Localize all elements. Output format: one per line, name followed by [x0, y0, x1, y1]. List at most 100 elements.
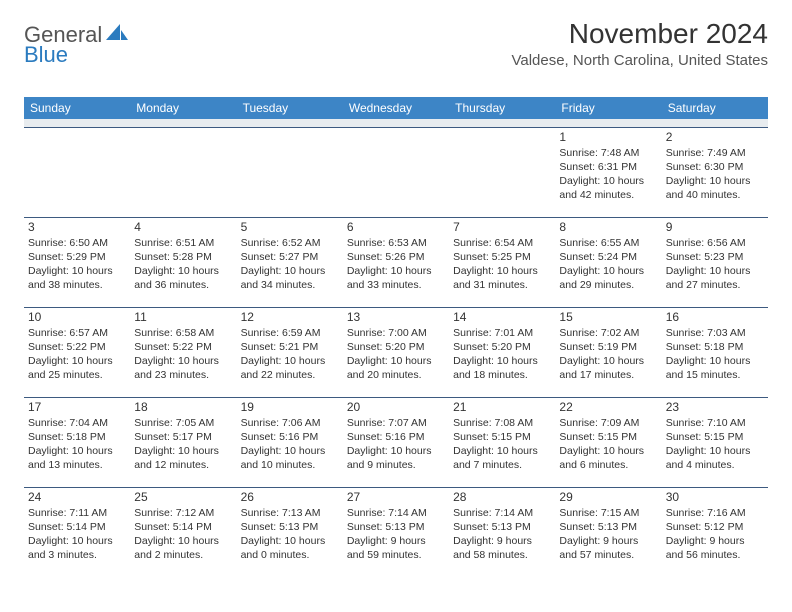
- calendar-day-cell: 9 Sunrise: 6:56 AMSunset: 5:23 PMDaylight…: [662, 217, 768, 307]
- day-info: Sunrise: 6:50 AMSunset: 5:29 PMDaylight:…: [28, 236, 126, 293]
- day-number: 30: [666, 490, 764, 504]
- calendar-day-cell: 16 Sunrise: 7:03 AMSunset: 5:18 PMDayligh…: [662, 307, 768, 397]
- calendar-day-cell: 20 Sunrise: 7:07 AMSunset: 5:16 PMDayligh…: [343, 397, 449, 487]
- calendar-day-cell: 30 Sunrise: 7:16 AMSunset: 5:12 PMDayligh…: [662, 487, 768, 577]
- day-info: Sunrise: 6:57 AMSunset: 5:22 PMDaylight:…: [28, 326, 126, 383]
- day-number: 12: [241, 310, 339, 324]
- day-number: 6: [347, 220, 445, 234]
- day-info: Sunrise: 7:01 AMSunset: 5:20 PMDaylight:…: [453, 326, 551, 383]
- calendar-day-cell: 14 Sunrise: 7:01 AMSunset: 5:20 PMDayligh…: [449, 307, 555, 397]
- calendar-week-row: 10Sunrise: 6:57 AMSunset: 5:22 PMDayligh…: [24, 307, 768, 397]
- calendar-day-cell: 4 Sunrise: 6:51 AMSunset: 5:28 PMDaylight…: [130, 217, 236, 307]
- calendar-week-row: 1Sunrise: 7:48 AMSunset: 6:31 PMDaylight…: [24, 127, 768, 217]
- calendar-day-cell: 15 Sunrise: 7:02 AMSunset: 5:19 PMDayligh…: [555, 307, 661, 397]
- day-info: Sunrise: 7:04 AMSunset: 5:18 PMDaylight:…: [28, 416, 126, 473]
- weekday-header: Friday: [555, 97, 661, 119]
- calendar-day-cell: 28Sunrise: 7:14 AMSunset: 5:13 PMDayligh…: [449, 487, 555, 577]
- day-number: 25: [134, 490, 232, 504]
- day-number: 17: [28, 400, 126, 414]
- weekday-header: Monday: [130, 97, 236, 119]
- day-info: Sunrise: 7:02 AMSunset: 5:19 PMDaylight:…: [559, 326, 657, 383]
- weekday-header-row: Sunday Monday Tuesday Wednesday Thursday…: [24, 97, 768, 119]
- day-number: 15: [559, 310, 657, 324]
- calendar-day-cell: 11 Sunrise: 6:58 AMSunset: 5:22 PMDayligh…: [130, 307, 236, 397]
- calendar-day-cell: 25 Sunrise: 7:12 AMSunset: 5:14 PMDayligh…: [130, 487, 236, 577]
- calendar-day-cell: 17 Sunrise: 7:04 AMSunset: 5:18 PMDayligh…: [24, 397, 130, 487]
- calendar-day-cell: 7 Sunrise: 6:54 AMSunset: 5:25 PMDaylight…: [449, 217, 555, 307]
- day-number: 22: [559, 400, 657, 414]
- calendar-week-row: 17 Sunrise: 7:04 AMSunset: 5:18 PMDayligh…: [24, 397, 768, 487]
- day-info: Sunrise: 7:15 AMSunset: 5:13 PMDaylight:…: [559, 506, 657, 563]
- day-number: 27: [347, 490, 445, 504]
- day-number: 29: [559, 490, 657, 504]
- calendar-day-cell: 12 Sunrise: 6:59 AMSunset: 5:21 PMDayligh…: [237, 307, 343, 397]
- day-number: 9: [666, 220, 764, 234]
- day-info: Sunrise: 6:52 AMSunset: 5:27 PMDaylight:…: [241, 236, 339, 293]
- day-number: 3: [28, 220, 126, 234]
- calendar-day-cell: [343, 127, 449, 217]
- calendar-day-cell: 24 Sunrise: 7:11 AMSunset: 5:14 PMDayligh…: [24, 487, 130, 577]
- day-info: Sunrise: 7:05 AMSunset: 5:17 PMDaylight:…: [134, 416, 232, 473]
- weekday-header: Sunday: [24, 97, 130, 119]
- day-info: Sunrise: 7:13 AMSunset: 5:13 PMDaylight:…: [241, 506, 339, 563]
- day-info: Sunrise: 7:09 AMSunset: 5:15 PMDaylight:…: [559, 416, 657, 473]
- day-info: Sunrise: 6:53 AMSunset: 5:26 PMDaylight:…: [347, 236, 445, 293]
- weekday-header: Saturday: [662, 97, 768, 119]
- day-number: 24: [28, 490, 126, 504]
- location-text: Valdese, North Carolina, United States: [511, 52, 768, 69]
- day-info: Sunrise: 7:06 AMSunset: 5:16 PMDaylight:…: [241, 416, 339, 473]
- day-info: Sunrise: 6:55 AMSunset: 5:24 PMDaylight:…: [559, 236, 657, 293]
- calendar-body: 1Sunrise: 7:48 AMSunset: 6:31 PMDaylight…: [24, 119, 768, 577]
- calendar-day-cell: 2Sunrise: 7:49 AMSunset: 6:30 PMDaylight…: [662, 127, 768, 217]
- day-info: Sunrise: 6:54 AMSunset: 5:25 PMDaylight:…: [453, 236, 551, 293]
- day-number: 4: [134, 220, 232, 234]
- day-info: Sunrise: 7:14 AMSunset: 5:13 PMDaylight:…: [453, 506, 551, 563]
- calendar-week-row: 24 Sunrise: 7:11 AMSunset: 5:14 PMDayligh…: [24, 487, 768, 577]
- day-info: Sunrise: 6:56 AMSunset: 5:23 PMDaylight:…: [666, 236, 764, 293]
- brand-sail-icon: [106, 24, 128, 47]
- day-info: Sunrise: 7:16 AMSunset: 5:12 PMDaylight:…: [666, 506, 764, 563]
- day-info: Sunrise: 7:03 AMSunset: 5:18 PMDaylight:…: [666, 326, 764, 383]
- day-number: 23: [666, 400, 764, 414]
- calendar-day-cell: 21 Sunrise: 7:08 AMSunset: 5:15 PMDayligh…: [449, 397, 555, 487]
- calendar-day-cell: [449, 127, 555, 217]
- day-number: 19: [241, 400, 339, 414]
- day-info: Sunrise: 7:49 AMSunset: 6:30 PMDaylight:…: [666, 146, 764, 203]
- day-number: 8: [559, 220, 657, 234]
- weekday-header: Tuesday: [237, 97, 343, 119]
- calendar-table: Sunday Monday Tuesday Wednesday Thursday…: [24, 97, 768, 577]
- day-number: 5: [241, 220, 339, 234]
- calendar-day-cell: 13 Sunrise: 7:00 AMSunset: 5:20 PMDayligh…: [343, 307, 449, 397]
- day-number: 13: [347, 310, 445, 324]
- day-info: Sunrise: 6:59 AMSunset: 5:21 PMDaylight:…: [241, 326, 339, 383]
- month-title: November 2024: [511, 18, 768, 50]
- weekday-header: Thursday: [449, 97, 555, 119]
- day-number: 21: [453, 400, 551, 414]
- day-info: Sunrise: 7:00 AMSunset: 5:20 PMDaylight:…: [347, 326, 445, 383]
- calendar-day-cell: 23 Sunrise: 7:10 AMSunset: 5:15 PMDayligh…: [662, 397, 768, 487]
- calendar-day-cell: 3 Sunrise: 6:50 AMSunset: 5:29 PMDaylight…: [24, 217, 130, 307]
- calendar-day-cell: 5 Sunrise: 6:52 AMSunset: 5:27 PMDaylight…: [237, 217, 343, 307]
- day-info: Sunrise: 7:11 AMSunset: 5:14 PMDaylight:…: [28, 506, 126, 563]
- calendar-week-row: 3 Sunrise: 6:50 AMSunset: 5:29 PMDaylight…: [24, 217, 768, 307]
- day-number: 11: [134, 310, 232, 324]
- day-number: 14: [453, 310, 551, 324]
- calendar-day-cell: [130, 127, 236, 217]
- calendar-day-cell: [24, 127, 130, 217]
- weekday-header: Wednesday: [343, 97, 449, 119]
- brand-part2: Blue: [24, 42, 68, 68]
- day-info: Sunrise: 6:51 AMSunset: 5:28 PMDaylight:…: [134, 236, 232, 293]
- calendar-day-cell: 19 Sunrise: 7:06 AMSunset: 5:16 PMDayligh…: [237, 397, 343, 487]
- day-info: Sunrise: 7:07 AMSunset: 5:16 PMDaylight:…: [347, 416, 445, 473]
- day-info: Sunrise: 7:14 AMSunset: 5:13 PMDaylight:…: [347, 506, 445, 563]
- day-info: Sunrise: 6:58 AMSunset: 5:22 PMDaylight:…: [134, 326, 232, 383]
- day-number: 20: [347, 400, 445, 414]
- day-number: 7: [453, 220, 551, 234]
- day-info: Sunrise: 7:08 AMSunset: 5:15 PMDaylight:…: [453, 416, 551, 473]
- calendar-day-cell: 18Sunrise: 7:05 AMSunset: 5:17 PMDayligh…: [130, 397, 236, 487]
- day-info: Sunrise: 7:12 AMSunset: 5:14 PMDaylight:…: [134, 506, 232, 563]
- day-number: 16: [666, 310, 764, 324]
- calendar-day-cell: 29 Sunrise: 7:15 AMSunset: 5:13 PMDayligh…: [555, 487, 661, 577]
- day-number: 1: [559, 130, 657, 144]
- day-info: Sunrise: 7:10 AMSunset: 5:15 PMDaylight:…: [666, 416, 764, 473]
